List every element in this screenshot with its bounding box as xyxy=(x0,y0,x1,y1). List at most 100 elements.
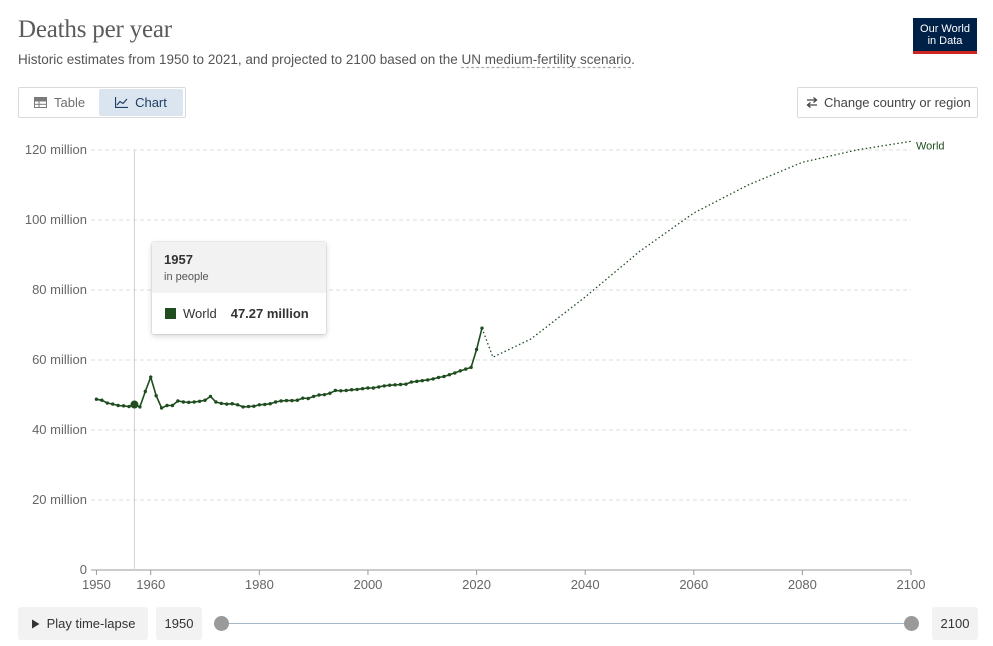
data-point[interactable] xyxy=(458,369,462,373)
data-point[interactable] xyxy=(442,374,446,379)
data-point[interactable] xyxy=(279,399,283,403)
data-point[interactable] xyxy=(241,405,245,409)
data-point[interactable] xyxy=(447,373,452,377)
data-point[interactable] xyxy=(425,378,430,382)
data-point[interactable] xyxy=(143,389,148,394)
data-point[interactable] xyxy=(398,382,403,387)
x-tick-label: 1980 xyxy=(245,577,274,592)
data-point[interactable] xyxy=(420,378,424,383)
logo-line-1: Our World xyxy=(920,23,970,35)
tab-table[interactable]: Table xyxy=(20,89,99,116)
data-point[interactable] xyxy=(355,387,359,392)
data-point[interactable] xyxy=(246,404,251,409)
data-point[interactable] xyxy=(382,384,386,388)
data-point[interactable] xyxy=(317,393,321,397)
end-year-box[interactable]: 2100 xyxy=(932,607,978,640)
data-point[interactable] xyxy=(306,396,310,401)
data-point[interactable] xyxy=(349,388,354,392)
data-point[interactable] xyxy=(94,397,99,401)
data-point[interactable] xyxy=(431,377,435,381)
timeline-end-handle[interactable] xyxy=(904,616,919,631)
start-year-box[interactable]: 1950 xyxy=(156,607,202,640)
data-point[interactable] xyxy=(360,387,365,391)
data-point[interactable] xyxy=(404,382,408,386)
data-point[interactable] xyxy=(469,365,473,370)
x-axis: 1950 1960 1980 2000 2020 2040 2060 2080 2100 xyxy=(82,569,926,592)
play-timelapse-button[interactable]: Play time-lapse xyxy=(18,607,148,640)
data-point[interactable] xyxy=(453,371,457,375)
data-point[interactable] xyxy=(409,380,414,384)
data-point[interactable] xyxy=(257,403,262,407)
data-point[interactable] xyxy=(154,394,158,398)
data-point[interactable] xyxy=(377,385,381,389)
data-point[interactable] xyxy=(100,398,104,402)
data-point[interactable] xyxy=(393,383,397,387)
tooltip-swatch xyxy=(165,308,176,319)
data-point[interactable] xyxy=(176,399,180,403)
data-point[interactable] xyxy=(387,383,392,387)
tooltip-unit: in people xyxy=(164,271,209,283)
data-point[interactable] xyxy=(436,375,441,380)
data-point[interactable] xyxy=(273,400,278,404)
tooltip-value: 47.27 million xyxy=(230,306,309,321)
data-point[interactable] xyxy=(111,402,115,406)
highlight-point[interactable] xyxy=(130,400,139,409)
data-point[interactable] xyxy=(322,392,327,397)
swap-arrows-icon xyxy=(806,97,818,108)
data-point[interactable] xyxy=(203,398,207,402)
data-point[interactable] xyxy=(181,400,186,404)
data-point[interactable] xyxy=(214,400,218,404)
data-point[interactable] xyxy=(371,386,376,390)
data-point[interactable] xyxy=(268,402,272,406)
data-point[interactable] xyxy=(105,401,109,405)
data-point[interactable] xyxy=(311,394,316,399)
x-tick-label: 2020 xyxy=(462,577,491,592)
data-point[interactable] xyxy=(165,403,169,408)
data-point[interactable] xyxy=(149,375,153,379)
timeline-start-handle[interactable] xyxy=(214,616,229,631)
data-point[interactable] xyxy=(366,386,370,390)
data-point[interactable] xyxy=(187,400,191,405)
data-point[interactable] xyxy=(474,347,479,352)
data-point[interactable] xyxy=(464,367,468,371)
data-point[interactable] xyxy=(328,391,332,395)
projection-line[interactable] xyxy=(481,140,912,359)
x-tick-label: 2080 xyxy=(788,577,817,592)
data-point[interactable] xyxy=(252,404,256,408)
data-point[interactable] xyxy=(192,400,196,404)
data-point[interactable] xyxy=(333,388,338,393)
data-point[interactable] xyxy=(159,406,164,410)
data-point[interactable] xyxy=(116,403,120,408)
data-point[interactable] xyxy=(344,388,348,393)
timeline-slider-track[interactable] xyxy=(222,623,911,624)
un-scenario-link[interactable]: UN medium-fertility scenario xyxy=(461,52,632,67)
x-tick-label: 2100 xyxy=(897,577,926,592)
data-point[interactable] xyxy=(230,402,234,406)
data-point[interactable] xyxy=(284,398,289,403)
play-icon xyxy=(31,619,40,628)
data-point[interactable] xyxy=(138,405,142,409)
data-point[interactable] xyxy=(290,398,294,403)
data-point[interactable] xyxy=(121,404,126,408)
historic-line[interactable] xyxy=(96,327,483,410)
owid-logo[interactable]: Our World in Data xyxy=(913,18,977,54)
data-point[interactable] xyxy=(219,401,224,406)
data-point[interactable] xyxy=(415,379,419,384)
data-point[interactable] xyxy=(295,398,300,402)
data-point[interactable] xyxy=(339,389,343,393)
data-point[interactable] xyxy=(235,403,240,407)
data-point[interactable] xyxy=(197,399,202,403)
series-lines[interactable] xyxy=(94,140,912,410)
tooltip-series-name: World xyxy=(183,306,217,321)
data-point[interactable] xyxy=(301,396,305,400)
y-tick-label: 20 million xyxy=(32,492,87,507)
series-label-world[interactable]: World xyxy=(916,140,945,152)
data-point[interactable] xyxy=(170,403,175,408)
data-point[interactable] xyxy=(208,394,213,399)
tab-chart[interactable]: Chart xyxy=(99,89,183,116)
data-point[interactable] xyxy=(225,402,229,406)
data-point[interactable] xyxy=(263,402,267,407)
x-tick-label: 2000 xyxy=(353,577,382,592)
data-point[interactable] xyxy=(127,404,131,409)
change-country-button[interactable]: Change country or region xyxy=(797,87,978,118)
